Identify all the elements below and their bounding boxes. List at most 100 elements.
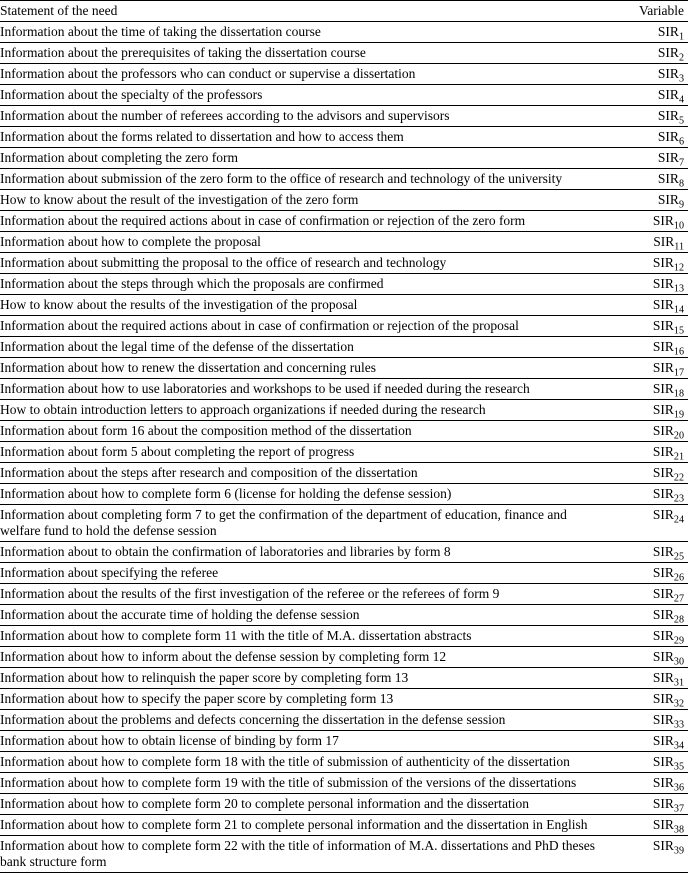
statement-cell: Information about the time of taking the… [0,22,614,43]
variable-cell: SIR35 [614,752,688,773]
variable-cell: SIR33 [614,710,688,731]
variable-subscript: 9 [679,200,684,211]
variable-base: SIR [653,234,674,249]
variable-subscript: 20 [674,431,684,442]
header-statement: Statement of the need [0,1,614,22]
statement-cell: Information about how to relinquish the … [0,668,614,689]
statement-cell: Information about how to obtain license … [0,731,614,752]
statement-cell: Information about the results of the fir… [0,584,614,605]
variable-base: SIR [653,486,674,501]
statement-cell: Information about the steps through whic… [0,274,614,295]
statement-cell: Information about how to complete the pr… [0,232,614,253]
variable-subscript: 31 [674,678,684,689]
statement-cell: Information about how to complete form 1… [0,626,614,647]
variable-subscript: 29 [674,636,684,647]
variable-subscript: 38 [674,825,684,836]
variable-base: SIR [653,381,674,396]
statement-cell: Information about how to complete form 1… [0,773,614,794]
statement-cell: Information about how to inform about th… [0,647,614,668]
variable-subscript: 32 [674,699,684,710]
statement-cell: Information about how to renew the disse… [0,358,614,379]
statement-cell: Information about the prerequisites of t… [0,43,614,64]
variable-subscript: 22 [674,473,684,484]
statement-cell: Information about completing form 7 to g… [0,505,614,542]
variable-cell: SIR20 [614,421,688,442]
table-row: Information about the steps through whic… [0,274,688,295]
variable-base: SIR [653,339,674,354]
table-row: Information about the prerequisites of t… [0,43,688,64]
statement-cell: Information about the required actions a… [0,211,614,232]
table-row: Information about the time of taking the… [0,22,688,43]
variable-cell: SIR21 [614,442,688,463]
variable-subscript: 23 [674,494,684,505]
table-row: Information about how to relinquish the … [0,668,688,689]
variable-subscript: 28 [674,615,684,626]
variable-base: SIR [653,670,674,685]
needs-table: Statement of the need Variable Informati… [0,0,688,873]
table-row: Information about specifying the referee… [0,563,688,584]
variable-cell: SIR3 [614,64,688,85]
table-row: Information about the number of referees… [0,106,688,127]
variable-subscript: 13 [674,284,684,295]
table-row: Information about how to renew the disse… [0,358,688,379]
variable-subscript: 30 [674,657,684,668]
variable-subscript: 33 [674,720,684,731]
variable-subscript: 35 [674,762,684,773]
variable-base: SIR [653,607,674,622]
table-row: Information about how to complete form 2… [0,836,688,873]
variable-cell: SIR17 [614,358,688,379]
variable-cell: SIR30 [614,647,688,668]
variable-subscript: 16 [674,347,684,358]
variable-cell: SIR12 [614,253,688,274]
variable-subscript: 10 [674,221,684,232]
variable-base: SIR [653,444,674,459]
variable-base: SIR [653,628,674,643]
variable-cell: SIR38 [614,815,688,836]
variable-base: SIR [653,691,674,706]
statement-cell: Information about how to use laboratorie… [0,379,614,400]
statement-cell: Information about the accurate time of h… [0,605,614,626]
table-row: Information about the steps after resear… [0,463,688,484]
table-row: Information about how to complete form 6… [0,484,688,505]
table-row: Information about form 16 about the comp… [0,421,688,442]
variable-base: SIR [653,507,674,522]
table-row: Information about the forms related to d… [0,127,688,148]
variable-subscript: 3 [679,74,684,85]
variable-cell: SIR13 [614,274,688,295]
table-row: Information about the legal time of the … [0,337,688,358]
variable-base: SIR [658,87,679,102]
table-row: Information about how to inform about th… [0,647,688,668]
statement-cell: Information about the forms related to d… [0,127,614,148]
variable-cell: SIR18 [614,379,688,400]
statement-cell: How to obtain introduction letters to ap… [0,400,614,421]
statement-cell: Information about how to complete form 1… [0,752,614,773]
variable-subscript: 17 [674,368,684,379]
variable-base: SIR [653,465,674,480]
variable-cell: SIR14 [614,295,688,316]
variable-cell: SIR27 [614,584,688,605]
variable-base: SIR [653,360,674,375]
variable-base: SIR [653,733,674,748]
table-row: Information about the results of the fir… [0,584,688,605]
table-row: How to know about the results of the inv… [0,295,688,316]
variable-subscript: 4 [679,95,684,106]
statement-cell: Information about form 5 about completin… [0,442,614,463]
variable-subscript: 2 [679,53,684,64]
variable-cell: SIR4 [614,85,688,106]
statement-cell: Information about how to specify the pap… [0,689,614,710]
variable-cell: SIR16 [614,337,688,358]
variable-subscript: 34 [674,741,684,752]
variable-base: SIR [653,796,674,811]
variable-base: SIR [653,712,674,727]
statement-cell: Information about how to complete form 2… [0,815,614,836]
variable-base: SIR [653,817,674,832]
statement-cell: Information about completing the zero fo… [0,148,614,169]
variable-subscript: 26 [674,573,684,584]
variable-subscript: 15 [674,326,684,337]
variable-subscript: 7 [679,158,684,169]
variable-cell: SIR5 [614,106,688,127]
table-row: Information about how to use laboratorie… [0,379,688,400]
variable-subscript: 39 [674,846,684,857]
variable-cell: SIR23 [614,484,688,505]
variable-base: SIR [653,402,674,417]
